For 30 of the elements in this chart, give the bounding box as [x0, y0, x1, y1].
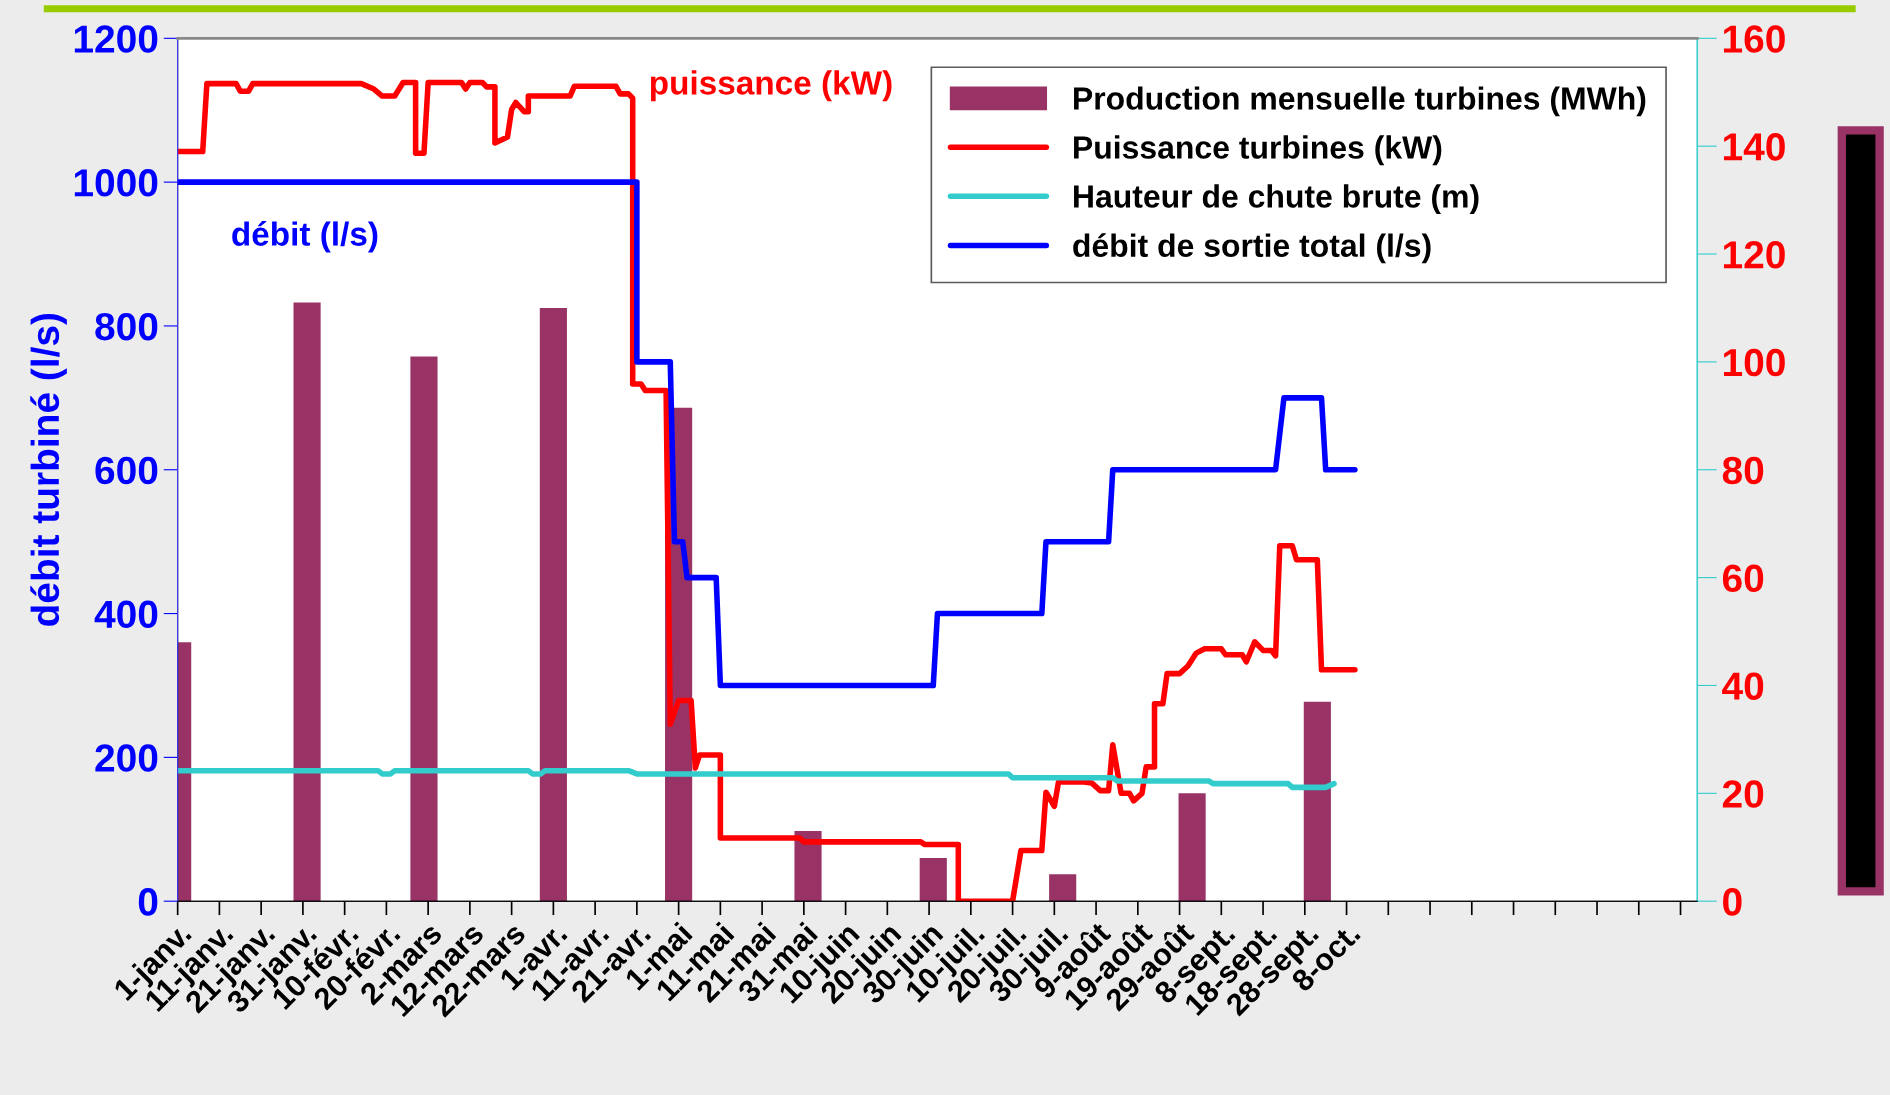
bar [1049, 874, 1077, 902]
bar [539, 307, 567, 902]
y-tick-label: 200 [95, 744, 158, 772]
y-tick-label: 400 [94, 600, 158, 629]
y2-tick-label: 0 [1723, 888, 1742, 916]
y2-tick-label: 40 [1722, 672, 1764, 700]
y-tick-label: 800 [95, 312, 158, 341]
annotation: débit (l/s) [232, 221, 378, 253]
bar [1303, 701, 1331, 902]
legend-label: Production mensuelle turbines (MWh) [1074, 86, 1646, 117]
y-tick-label: 600 [95, 456, 158, 485]
y2-tick-label: 160 [1723, 25, 1785, 53]
bar [794, 831, 822, 902]
annotation: puissance (kW) [650, 70, 892, 102]
y2-tick-label: 120 [1723, 240, 1785, 269]
y-tick-label: 0 [138, 888, 158, 916]
legend-label: débit de sortie total (l/s) [1073, 233, 1431, 264]
y2-tick-label: 60 [1722, 564, 1764, 593]
bar [410, 356, 438, 902]
y2-tick-label: 20 [1722, 780, 1764, 808]
y2-tick-label: 80 [1722, 456, 1764, 485]
y-tick-label: 1200 [74, 25, 158, 53]
y2-tick-label: 140 [1723, 133, 1785, 161]
bar [919, 858, 947, 902]
y-axis-title: débit turbiné (l/s) [30, 313, 67, 626]
y2-tick-label: 100 [1723, 348, 1785, 377]
bar [1178, 793, 1206, 902]
legend-label: Hauteur de chute brute (m) [1074, 184, 1479, 215]
y-tick-label: 1000 [74, 169, 158, 197]
legend-label: Puissance turbines (kW) [1074, 135, 1442, 166]
